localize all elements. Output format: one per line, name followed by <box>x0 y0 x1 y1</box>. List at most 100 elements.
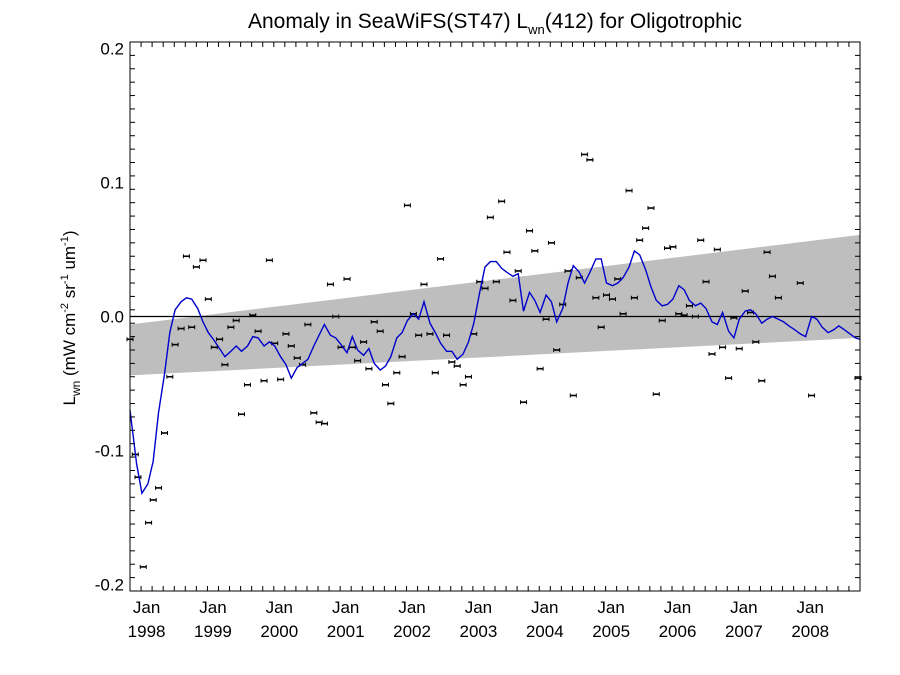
x-tick-label-year: 2007 <box>725 622 763 641</box>
data-point <box>453 364 461 369</box>
data-point <box>531 248 539 253</box>
data-point <box>260 378 268 383</box>
data-point <box>265 258 273 263</box>
x-tick-label-month: Jan <box>199 598 226 617</box>
x-tick-label-month: Jan <box>133 598 160 617</box>
data-point <box>426 331 434 336</box>
x-tick-label-month: Jan <box>531 598 558 617</box>
data-point <box>581 152 589 157</box>
y-axis-label: Lwn (mW cm-2 sr-1 um-1) <box>59 230 83 405</box>
data-point <box>134 475 142 480</box>
data-point <box>808 393 816 398</box>
data-point <box>536 366 544 371</box>
data-point <box>310 410 318 415</box>
x-tick-label-month: Jan <box>797 598 824 617</box>
tick-label-layer: -0.2 -0.1 0.0 0.1 0.2 Jan 1998 Jan 1999 Jan 2000 Ja… <box>95 40 829 641</box>
x-tick-label-year: 2004 <box>526 622 564 641</box>
data-point <box>254 329 262 334</box>
chart-title-suffix: (412) for Oligotrophic <box>545 10 742 33</box>
data-point <box>149 497 157 502</box>
data-point <box>669 244 677 249</box>
data-point <box>192 264 200 269</box>
data-point <box>796 281 804 286</box>
data-point <box>526 228 534 233</box>
data-point <box>486 215 494 220</box>
data-point <box>326 282 334 287</box>
data-point <box>237 412 245 417</box>
data-point <box>403 203 411 208</box>
band-layer <box>130 234 860 376</box>
data-point <box>569 393 577 398</box>
data-point <box>492 279 500 284</box>
y-tick-label: -0.2 <box>95 575 124 594</box>
data-point <box>547 240 555 245</box>
data-point <box>216 337 224 342</box>
data-point <box>725 376 733 381</box>
data-point <box>542 317 550 322</box>
data-point <box>636 238 644 243</box>
x-tick-label-month: Jan <box>332 598 359 617</box>
data-point <box>730 315 738 320</box>
x-tick-label-year: 1999 <box>194 622 232 641</box>
y-tick-label: 0.1 <box>100 174 124 193</box>
data-point <box>691 314 699 319</box>
data-point <box>559 302 567 307</box>
data-point <box>619 311 627 316</box>
data-point <box>249 313 257 318</box>
y-axis-label-unit-b: sr <box>60 284 79 303</box>
data-point <box>437 256 445 261</box>
data-point <box>365 366 373 371</box>
data-point <box>155 485 163 490</box>
x-tick-label-year: 2003 <box>459 622 497 641</box>
x-tick-label-year: 2001 <box>327 622 365 641</box>
y-axis-label-unit-c-sup: -1 <box>59 236 71 246</box>
data-point <box>481 286 489 291</box>
data-point <box>420 282 428 287</box>
y-axis-label-l-sub: wn <box>69 381 83 397</box>
data-point <box>647 206 655 211</box>
data-point <box>774 295 782 300</box>
data-point <box>586 157 594 162</box>
data-point <box>514 268 522 273</box>
data-point <box>177 326 185 331</box>
data-point <box>448 360 456 365</box>
chart-title-subscript: wn <box>527 22 545 37</box>
data-point <box>602 293 610 298</box>
data-point <box>597 325 605 330</box>
chart-title-prefix: Anomaly in SeaWiFS(ST47) L <box>248 10 528 33</box>
data-point <box>758 378 766 383</box>
data-point <box>431 370 439 375</box>
data-point <box>503 250 511 255</box>
y-axis-label-unit-a-sup: -2 <box>59 303 71 313</box>
y-tick-label: 0.2 <box>100 40 124 59</box>
data-point <box>608 297 616 302</box>
data-point <box>287 343 295 348</box>
data-point <box>464 374 472 379</box>
data-point <box>171 342 179 347</box>
data-point <box>652 392 660 397</box>
x-tick-label-month: Jan <box>266 598 293 617</box>
axes-layer <box>129 41 861 592</box>
data-point <box>592 295 600 300</box>
data-point <box>139 564 147 569</box>
data-point <box>293 356 301 361</box>
data-point <box>713 247 721 252</box>
data-point <box>741 289 749 294</box>
y-axis-label-unit-a: (mW cm <box>60 313 79 381</box>
data-point <box>382 382 389 387</box>
y-axis-label-unit-end: ) <box>60 230 79 236</box>
data-point <box>204 297 212 302</box>
x-tick-label-year: 2008 <box>791 622 829 641</box>
data-point <box>360 339 368 344</box>
data-point <box>343 277 351 282</box>
data-point <box>520 400 528 405</box>
data-point <box>498 199 506 204</box>
series-layer <box>126 152 862 569</box>
x-tick-label-month: Jan <box>664 598 691 617</box>
data-point <box>719 345 727 350</box>
data-point <box>188 325 196 330</box>
data-point <box>443 333 451 338</box>
confidence-band <box>130 234 860 376</box>
x-tick-label-year: 2002 <box>393 622 431 641</box>
